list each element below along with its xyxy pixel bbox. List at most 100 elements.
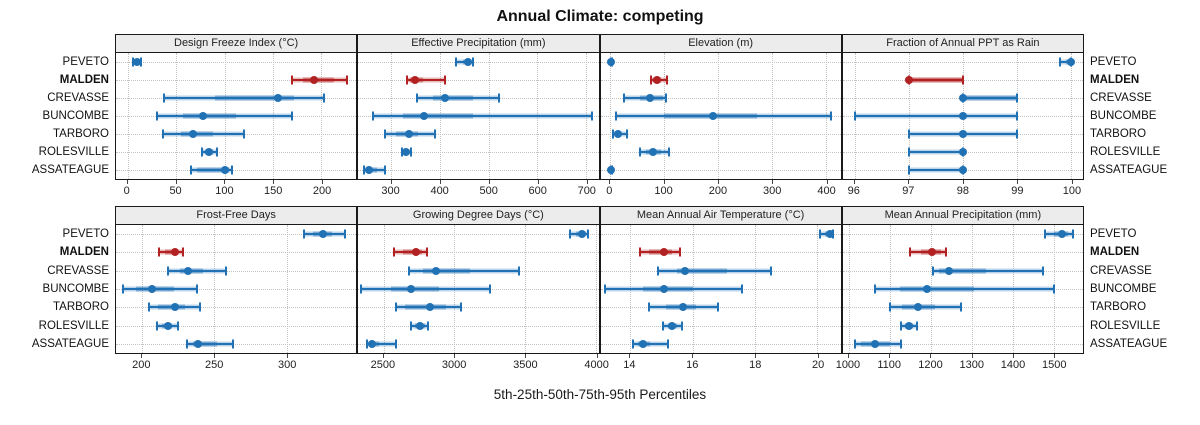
median-dot-crevasse[interactable] — [645, 94, 654, 102]
median-dot-crevasse[interactable] — [958, 94, 967, 102]
whisker-cap-high — [586, 229, 589, 239]
median-dot-assateague[interactable] — [368, 339, 377, 348]
median-dot-assateague[interactable] — [607, 166, 616, 174]
median-dot-rolesville[interactable] — [668, 321, 677, 330]
median-dot-peveto[interactable] — [607, 58, 616, 66]
median-dot-tarboro[interactable] — [679, 303, 688, 312]
median-dot-assateague[interactable] — [638, 339, 647, 348]
median-dot-tarboro[interactable] — [614, 130, 623, 138]
median-dot-peveto[interactable] — [1057, 230, 1066, 239]
panel-title-elevation-m: Elevation (m) — [600, 35, 841, 53]
median-dot-tarboro[interactable] — [405, 130, 414, 138]
axis-tick-label: 20 — [812, 359, 825, 371]
axis-tick-label: 3000 — [441, 359, 467, 371]
whisker-cap-high — [1015, 129, 1018, 139]
axis-tick-label: 16 — [686, 359, 699, 371]
median-dot-peveto[interactable] — [318, 230, 327, 239]
whisker-cap-low — [185, 339, 188, 349]
whisker-line — [363, 169, 386, 171]
plot-area — [358, 53, 599, 179]
median-dot-rolesville[interactable] — [904, 321, 913, 330]
site-label-crevasse: CREVASSE — [47, 264, 109, 277]
axis-tick — [525, 354, 527, 358]
median-dot-malden[interactable] — [660, 248, 669, 257]
median-dot-crevasse[interactable] — [945, 266, 954, 275]
median-dot-malden[interactable] — [904, 76, 913, 84]
panel-title-design-freeze-index-c: Design Freeze Index (°C) — [116, 35, 357, 53]
horizontal-gridline — [600, 134, 841, 135]
median-dot-crevasse[interactable] — [273, 94, 282, 102]
median-dot-rolesville[interactable] — [416, 321, 425, 330]
whisker-line — [889, 306, 962, 309]
horizontal-gridline — [358, 325, 599, 327]
median-dot-tarboro[interactable] — [426, 303, 435, 312]
median-dot-rolesville[interactable] — [401, 148, 410, 156]
whisker-cap-high — [498, 93, 501, 103]
median-dot-buncombe[interactable] — [922, 285, 931, 293]
median-dot-assateague[interactable] — [365, 166, 374, 174]
whisker-line — [361, 288, 490, 290]
horizontal-gridline — [358, 252, 599, 254]
whisker-cap-high — [181, 247, 184, 257]
x-axis: 200 250 300 — [115, 354, 357, 378]
whisker-cap-high — [680, 321, 683, 331]
median-dot-buncombe[interactable] — [958, 112, 967, 120]
median-dot-peveto[interactable] — [577, 230, 586, 239]
site-label-assateague: ASSATEAGUE — [1090, 337, 1168, 350]
median-dot-peveto[interactable] — [1067, 58, 1076, 66]
axis-tick-label: 700 — [577, 185, 596, 197]
median-dot-rolesville[interactable] — [205, 148, 213, 156]
whisker-cap-high — [395, 339, 398, 349]
median-dot-crevasse[interactable] — [184, 266, 193, 275]
median-dot-malden[interactable] — [309, 76, 318, 84]
median-dot-tarboro[interactable] — [958, 130, 967, 138]
axis-tick — [663, 180, 665, 184]
axis-tick-label: 200 — [312, 185, 332, 197]
whisker-cap-low — [201, 147, 204, 157]
whisker-cap-high — [231, 165, 234, 175]
panel-title-fraction-of-annual-ppt-as-rain: Fraction of Annual PPT as Rain — [842, 35, 1083, 53]
median-dot-peveto[interactable] — [825, 230, 834, 239]
median-dot-buncombe[interactable] — [199, 112, 208, 120]
median-dot-assateague[interactable] — [194, 339, 203, 348]
median-dot-assateague[interactable] — [221, 166, 230, 174]
axis-tick-label: 96 — [847, 185, 860, 197]
whisker-cap-high — [830, 111, 833, 121]
median-dot-assateague[interactable] — [958, 166, 967, 174]
whisker-cap-high — [1015, 111, 1018, 121]
median-dot-tarboro[interactable] — [914, 303, 923, 312]
median-dot-buncombe[interactable] — [419, 112, 428, 120]
horizontal-gridline — [600, 325, 841, 327]
median-dot-peveto[interactable] — [464, 58, 473, 66]
median-dot-malden[interactable] — [653, 76, 662, 84]
median-dot-malden[interactable] — [171, 248, 180, 257]
median-dot-malden[interactable] — [927, 248, 936, 257]
horizontal-gridline — [358, 62, 599, 63]
horizontal-gridline — [842, 234, 1083, 236]
median-dot-tarboro[interactable] — [171, 303, 180, 312]
median-dot-buncombe[interactable] — [148, 285, 157, 293]
median-dot-rolesville[interactable] — [164, 321, 173, 330]
panel-title-growing-degree-days-c: Growing Degree Days (°C) — [358, 207, 599, 225]
median-dot-rolesville[interactable] — [649, 148, 658, 156]
median-dot-malden[interactable] — [412, 248, 421, 257]
horizontal-gridline — [116, 170, 357, 171]
whisker-cap-low — [854, 339, 857, 349]
median-dot-crevasse[interactable] — [431, 266, 440, 275]
axis-tick-label: 50 — [169, 185, 182, 197]
median-dot-buncombe[interactable] — [708, 112, 717, 120]
median-dot-rolesville[interactable] — [958, 148, 967, 156]
median-dot-crevasse[interactable] — [680, 266, 689, 275]
median-dot-crevasse[interactable] — [440, 94, 449, 102]
median-dot-buncombe[interactable] — [660, 285, 669, 293]
whisker-cap-high — [899, 339, 902, 349]
whisker-line — [366, 342, 397, 345]
x-axis: 96 97 98 99 100 — [842, 180, 1084, 204]
median-dot-tarboro[interactable] — [188, 130, 197, 138]
median-dot-malden[interactable] — [410, 76, 419, 84]
median-dot-assateague[interactable] — [871, 339, 880, 348]
median-dot-peveto[interactable] — [133, 58, 142, 66]
whisker-cap-low — [1044, 229, 1047, 239]
whisker-line — [875, 288, 1054, 290]
median-dot-buncombe[interactable] — [406, 285, 415, 293]
